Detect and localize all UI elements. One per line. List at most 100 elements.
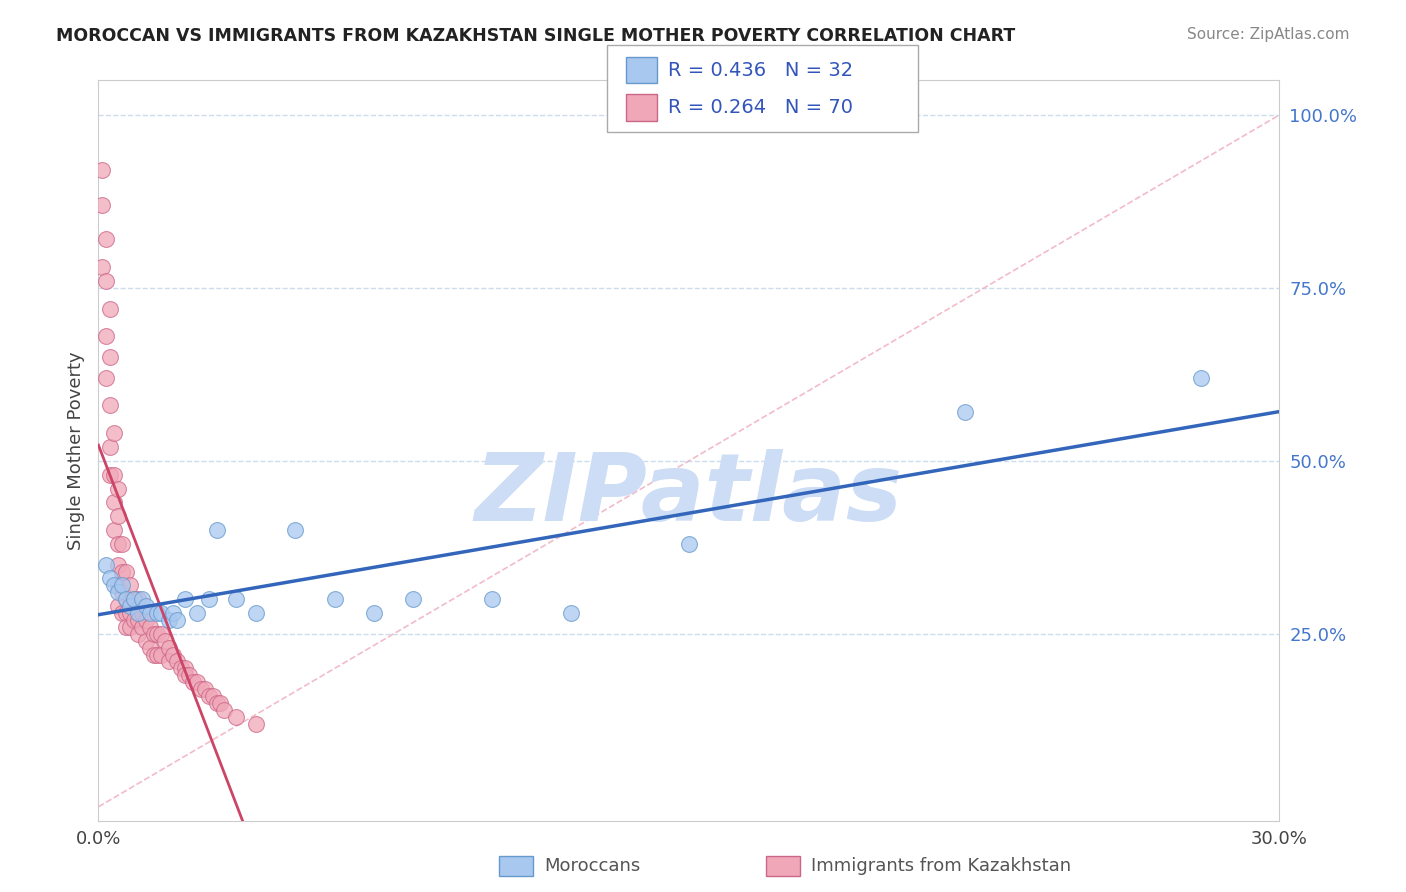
Text: MOROCCAN VS IMMIGRANTS FROM KAZAKHSTAN SINGLE MOTHER POVERTY CORRELATION CHART: MOROCCAN VS IMMIGRANTS FROM KAZAKHSTAN S… (56, 27, 1015, 45)
Point (170, 661, 193, 675)
Point (150, 648, 173, 662)
Text: Immigrants from Kazakhstan: Immigrants from Kazakhstan (811, 857, 1071, 875)
Point (107, 509, 129, 524)
Point (118, 620, 141, 634)
Point (91, 198, 114, 212)
Point (181, 675, 204, 690)
Point (209, 696, 232, 710)
Point (98, 467, 121, 482)
Point (103, 523, 125, 537)
Point (98, 572, 121, 586)
Point (186, 675, 208, 690)
Point (157, 640, 180, 655)
Point (225, 592, 247, 607)
Point (162, 606, 184, 620)
Point (194, 682, 217, 697)
Point (127, 613, 149, 627)
Point (323, 592, 346, 607)
Point (107, 558, 129, 572)
Point (107, 482, 129, 496)
Point (135, 633, 157, 648)
Point (122, 613, 145, 627)
Point (98, 350, 121, 364)
Point (135, 613, 157, 627)
Point (107, 599, 129, 614)
Point (103, 578, 125, 592)
Point (142, 627, 165, 641)
Point (127, 606, 149, 620)
Point (245, 716, 267, 731)
Point (98, 440, 121, 454)
Point (146, 648, 169, 662)
Point (118, 578, 141, 592)
Text: Moroccans: Moroccans (544, 857, 640, 875)
Point (115, 620, 138, 634)
Point (103, 426, 125, 441)
Point (98, 399, 121, 413)
Point (214, 703, 236, 717)
Point (155, 633, 177, 648)
Point (107, 537, 129, 551)
Point (103, 495, 125, 509)
Point (205, 523, 228, 537)
Point (131, 592, 153, 607)
Point (91, 260, 114, 274)
Point (111, 585, 134, 599)
Point (111, 565, 134, 579)
Point (953, 405, 976, 419)
Point (115, 592, 138, 607)
Point (107, 578, 129, 592)
Y-axis label: Single Mother Poverty: Single Mother Poverty (66, 351, 84, 549)
Text: R = 0.264   N = 70: R = 0.264 N = 70 (668, 98, 853, 117)
Point (138, 640, 160, 655)
Point (157, 655, 180, 669)
Text: ZIPatlas: ZIPatlas (475, 449, 903, 541)
Point (96, 329, 118, 343)
Point (481, 592, 503, 607)
Point (197, 592, 219, 607)
Point (118, 599, 141, 614)
Point (146, 627, 169, 641)
Point (560, 606, 582, 620)
Point (245, 606, 267, 620)
Point (96, 232, 118, 246)
Point (131, 620, 153, 634)
Point (98, 301, 121, 316)
Point (115, 565, 138, 579)
Point (138, 606, 160, 620)
Point (150, 627, 173, 641)
Point (131, 606, 153, 620)
Point (225, 710, 247, 724)
Point (146, 606, 169, 620)
Point (205, 696, 228, 710)
Point (157, 613, 180, 627)
Point (166, 655, 188, 669)
Point (174, 661, 197, 675)
Point (174, 592, 197, 607)
Text: Source: ZipAtlas.com: Source: ZipAtlas.com (1187, 27, 1350, 42)
Point (363, 606, 385, 620)
Point (201, 689, 224, 703)
Point (166, 613, 188, 627)
Point (284, 523, 307, 537)
Point (138, 620, 160, 634)
Point (111, 537, 134, 551)
Point (122, 592, 145, 607)
Point (96, 371, 118, 385)
Point (678, 537, 700, 551)
Point (1189, 371, 1212, 385)
Point (190, 682, 212, 697)
Point (127, 627, 149, 641)
Point (96, 274, 118, 288)
Point (127, 592, 149, 607)
Point (135, 599, 157, 614)
Point (111, 606, 134, 620)
Point (142, 648, 165, 662)
Point (197, 689, 219, 703)
Point (186, 606, 208, 620)
Point (122, 592, 145, 607)
Point (115, 606, 138, 620)
Point (107, 585, 129, 599)
Point (111, 578, 134, 592)
Point (162, 648, 184, 662)
